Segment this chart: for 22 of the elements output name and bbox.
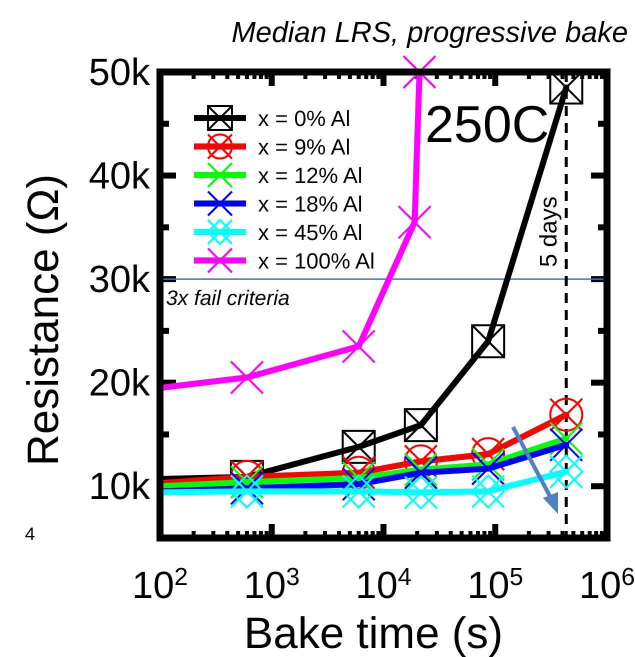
- ref-line-label: 3x fail criteria: [166, 287, 290, 310]
- text: 4: [24, 524, 36, 544]
- chart-title: Median LRS, progressive bake: [231, 17, 628, 49]
- y-tick-label: 30k: [88, 259, 151, 302]
- x-tick-label: 10$^{5}$: [467, 564, 524, 607]
- legend-label: x = 100% Al: [258, 248, 375, 274]
- x-tick-label: 10$^{3}$: [244, 564, 300, 607]
- y-tick-label: 50k: [88, 52, 151, 94]
- legend-label: x = 9% Al: [258, 134, 350, 160]
- annotation: 250C: [425, 96, 550, 154]
- x-tick-label: 10$^{2}$: [132, 564, 188, 607]
- legend-label: x = 12% Al: [258, 163, 363, 188]
- y-tick-label: 20k: [88, 362, 151, 405]
- legend-label: x = 18% Al: [258, 192, 363, 216]
- legend-label: x = 0% Al: [258, 106, 350, 131]
- x-tick-label: 10$^{6}$: [578, 564, 635, 607]
- ref-line-label: 5 days: [535, 196, 562, 268]
- y-tick-label: 40k: [88, 156, 151, 198]
- legend-label: x = 45% Al: [258, 220, 363, 245]
- y-axis-title: Resistance (Ω): [19, 174, 68, 466]
- y-tick-label: 10k: [88, 466, 151, 508]
- x-tick-label: 10$^{4}$: [355, 564, 412, 607]
